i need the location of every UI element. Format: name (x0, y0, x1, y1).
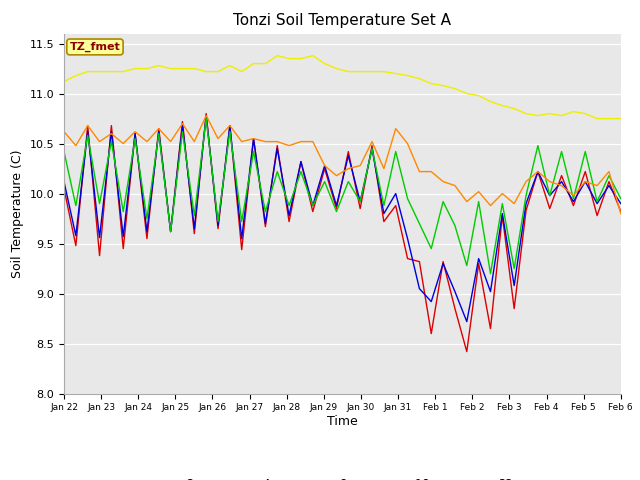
Y-axis label: Soil Temperature (C): Soil Temperature (C) (11, 149, 24, 278)
Title: Tonzi Soil Temperature Set A: Tonzi Soil Temperature Set A (234, 13, 451, 28)
Legend: 2cm, 4cm, 8cm, 16cm, 32cm: 2cm, 4cm, 8cm, 16cm, 32cm (149, 473, 536, 480)
X-axis label: Time: Time (327, 415, 358, 428)
Text: TZ_fmet: TZ_fmet (70, 42, 120, 52)
